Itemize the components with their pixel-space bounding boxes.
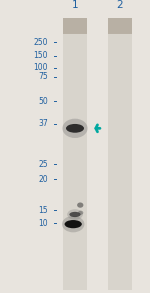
Text: 15: 15 <box>38 206 48 215</box>
Text: 150: 150 <box>33 51 48 60</box>
Bar <box>63 35 87 36</box>
Ellipse shape <box>78 211 83 215</box>
Bar <box>63 18 87 290</box>
Text: 10: 10 <box>38 219 48 228</box>
Ellipse shape <box>62 119 88 138</box>
Bar <box>108 35 132 36</box>
Bar <box>108 35 132 36</box>
Ellipse shape <box>62 216 84 232</box>
Bar <box>63 34 87 36</box>
Bar <box>108 34 132 35</box>
Text: 37: 37 <box>38 119 48 128</box>
Bar <box>63 34 87 35</box>
Bar <box>108 33 132 35</box>
Bar <box>63 18 87 34</box>
Text: 25: 25 <box>38 160 48 168</box>
Bar <box>63 35 87 37</box>
Ellipse shape <box>77 202 83 208</box>
Text: 250: 250 <box>33 38 48 47</box>
Text: 100: 100 <box>33 64 48 72</box>
Bar <box>63 35 87 36</box>
Bar <box>108 34 132 36</box>
Ellipse shape <box>65 220 82 228</box>
Text: 2: 2 <box>117 0 123 10</box>
Bar <box>63 34 87 35</box>
Bar <box>63 33 87 35</box>
Bar <box>108 33 132 35</box>
Ellipse shape <box>69 212 81 217</box>
Ellipse shape <box>66 124 84 133</box>
Bar <box>108 18 132 34</box>
Text: 50: 50 <box>38 97 48 105</box>
Text: 1: 1 <box>72 0 78 10</box>
Bar <box>108 34 132 35</box>
Bar <box>63 33 87 35</box>
Text: 20: 20 <box>38 175 48 184</box>
Bar <box>108 18 132 290</box>
Ellipse shape <box>67 209 83 220</box>
Text: 75: 75 <box>38 72 48 81</box>
Bar <box>108 35 132 37</box>
